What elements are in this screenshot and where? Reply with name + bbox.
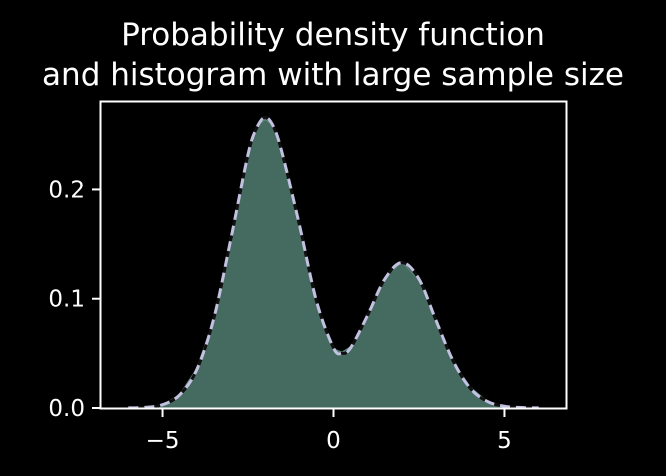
chart-title-line-1: Probability density function <box>121 17 545 53</box>
x-tick-label: 0 <box>326 428 341 454</box>
y-tick-label: 0.0 <box>48 396 85 422</box>
x-tick-label: 5 <box>497 428 512 454</box>
axis-ticks: −5 0 5 0.0 0.1 0.2 <box>48 177 511 454</box>
pdf-curve <box>128 115 539 410</box>
plot-area <box>127 115 540 410</box>
chart-title-line-2: and histogram with large sample size <box>42 57 624 93</box>
y-tick-label: 0.2 <box>48 177 85 203</box>
y-tick-label: 0.1 <box>48 287 85 313</box>
axes-frame <box>99 100 568 410</box>
x-tick-label: −5 <box>146 428 180 454</box>
